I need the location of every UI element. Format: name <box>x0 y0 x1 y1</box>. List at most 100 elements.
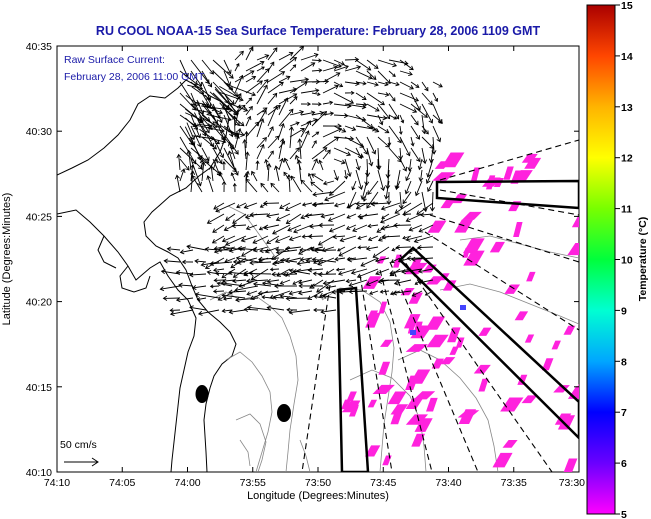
current-vector <box>367 223 379 229</box>
current-vector <box>366 59 379 69</box>
current-vector <box>388 103 400 120</box>
current-vector <box>333 59 345 66</box>
current-vector <box>256 66 265 72</box>
current-vector <box>179 249 194 255</box>
current-vector <box>221 130 239 155</box>
sst-patch <box>413 391 436 400</box>
current-vector <box>394 202 412 214</box>
sst-patch <box>405 398 424 410</box>
current-vector <box>222 278 236 284</box>
current-vector <box>255 160 260 171</box>
current-vector <box>380 213 401 224</box>
current-vector <box>404 180 412 195</box>
current-vector <box>377 70 391 84</box>
current-vector <box>388 70 396 77</box>
current-vector <box>221 268 236 279</box>
current-vector <box>200 161 206 182</box>
current-vector <box>191 86 211 100</box>
current-vector <box>202 117 216 126</box>
current-vector <box>246 278 269 284</box>
current-vector <box>311 102 322 107</box>
sst-patch <box>341 399 352 410</box>
current-vector <box>421 125 429 135</box>
current-vector <box>290 175 302 193</box>
current-vector <box>317 235 335 246</box>
current-vector <box>372 246 390 258</box>
current-vector <box>251 170 258 182</box>
current-vector <box>256 118 265 138</box>
current-vector <box>288 268 311 275</box>
current-vector <box>228 270 246 276</box>
current-vector <box>416 202 434 215</box>
current-vector <box>311 111 328 127</box>
current-vector <box>245 60 265 72</box>
current-vector <box>278 108 294 127</box>
current-vector <box>322 279 346 286</box>
sst-patch <box>344 400 361 412</box>
sst-patch <box>478 327 492 336</box>
current-vector <box>188 272 207 278</box>
current-vector <box>266 162 272 182</box>
current-vector <box>355 201 379 207</box>
current-vector <box>344 169 349 180</box>
current-vector <box>278 75 291 83</box>
current-vector <box>220 280 246 287</box>
current-vector <box>236 202 247 209</box>
current-vector <box>357 213 379 219</box>
sst-patch <box>440 357 456 365</box>
current-vector <box>355 169 364 190</box>
current-vector <box>206 213 225 224</box>
current-vectors <box>159 46 444 317</box>
current-vector <box>237 246 259 252</box>
current-vector <box>380 202 401 211</box>
current-vector <box>389 290 401 296</box>
sst-patch <box>378 361 391 375</box>
current-vector <box>221 161 226 171</box>
current-vector <box>201 70 213 88</box>
current-vector <box>274 283 298 289</box>
current-vector <box>234 50 244 61</box>
current-vector <box>252 235 269 244</box>
current-vector <box>425 169 434 184</box>
current-vector <box>243 306 259 313</box>
current-vector <box>346 213 357 219</box>
current-vector <box>313 248 337 254</box>
current-vector <box>390 257 401 264</box>
current-vector <box>417 158 423 171</box>
current-vector <box>414 180 423 197</box>
current-vector <box>377 169 386 192</box>
current-vector <box>366 81 379 87</box>
current-vector <box>366 92 385 106</box>
current-vector <box>221 245 246 251</box>
current-vector <box>421 92 433 106</box>
current-vector <box>313 294 324 299</box>
current-vector <box>221 235 236 243</box>
current-vector <box>367 235 379 242</box>
sst-patch <box>455 337 465 348</box>
current-vector <box>410 114 419 126</box>
current-vector <box>410 147 421 163</box>
current-vector <box>230 172 236 182</box>
current-vector <box>289 96 298 105</box>
current-vector <box>298 283 311 289</box>
sst-patch <box>414 418 433 432</box>
current-vector <box>346 202 357 209</box>
current-vector <box>212 81 235 105</box>
colorbar-tick-label: 15 <box>621 0 633 12</box>
current-vector <box>286 174 292 193</box>
current-vector <box>352 224 368 233</box>
current-vector <box>344 65 362 72</box>
current-vector <box>201 121 210 134</box>
sst-patch <box>462 247 471 258</box>
current-vector <box>245 115 252 127</box>
current-vector <box>348 279 368 288</box>
current-vector <box>337 246 346 252</box>
current-vector <box>386 191 392 206</box>
current-vector <box>366 147 374 167</box>
current-vector <box>267 92 278 105</box>
current-vector <box>325 285 337 290</box>
current-vector <box>387 136 392 147</box>
current-vector <box>322 84 339 94</box>
current-vector <box>311 92 321 97</box>
